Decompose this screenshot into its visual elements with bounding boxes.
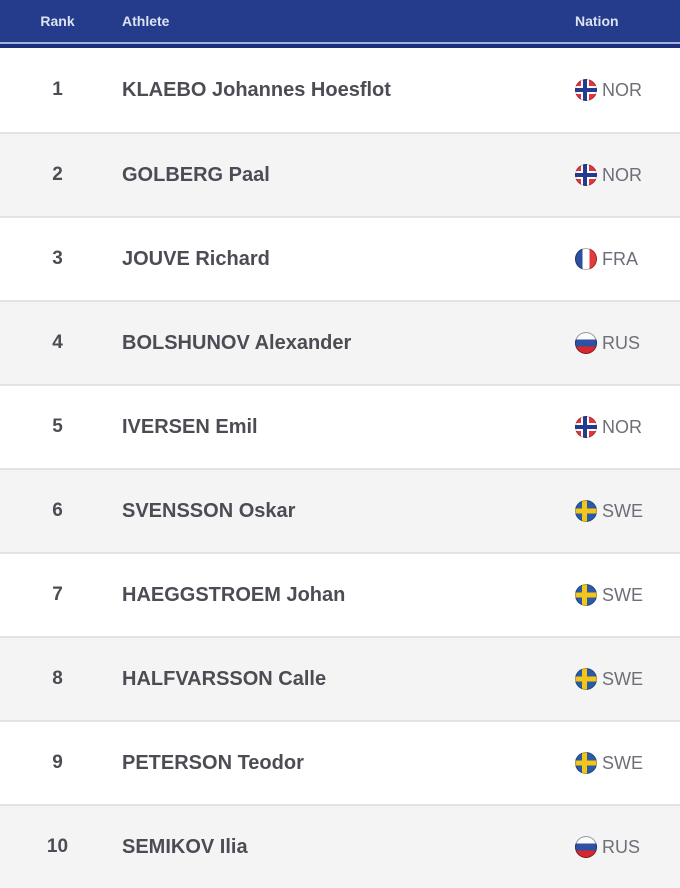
athlete-cell: IVERSEN Emil: [122, 415, 258, 438]
rank-cell: 5: [52, 416, 63, 437]
rank-cell: 4: [52, 332, 63, 353]
nation-cell: RUS: [575, 836, 680, 858]
athlete-cell: PETERSON Teodor: [122, 751, 304, 774]
table-row: 10 SEMIKOV Ilia RUS: [0, 804, 680, 888]
flag-icon: [575, 752, 597, 774]
flag-icon: [575, 164, 597, 186]
table-row: 6 SVENSSON Oskar SWE: [0, 468, 680, 552]
rank-cell: 6: [52, 500, 63, 521]
header-rank: Rank: [40, 13, 75, 29]
header-divider-dark: [0, 44, 680, 48]
header-athlete: Athlete: [122, 13, 170, 29]
athlete-cell: BOLSHUNOV Alexander: [122, 331, 352, 354]
header-divider-light: [0, 42, 680, 44]
flag-icon: [575, 500, 597, 522]
table-row: 7 HAEGGSTROEM Johan SWE: [0, 552, 680, 636]
athlete-cell: SEMIKOV Ilia: [122, 835, 248, 858]
rank-cell: 2: [52, 164, 63, 185]
flag-icon: [575, 668, 597, 690]
flag-icon: [575, 248, 597, 270]
table-header: Rank Athlete Nation: [0, 0, 680, 42]
nation-cell: FRA: [575, 248, 680, 270]
nation-cell: RUS: [575, 332, 680, 354]
rank-cell: 9: [52, 752, 63, 773]
rank-cell: 3: [52, 248, 63, 269]
flag-icon: [575, 584, 597, 606]
nation-code: SWE: [602, 584, 644, 605]
table-row: 5 IVERSEN Emil NOR: [0, 384, 680, 468]
nation-code: RUS: [602, 332, 641, 353]
flag-icon: [575, 416, 597, 438]
table-row: 8 HALFVARSSON Calle SWE: [0, 636, 680, 720]
table-row: 2 GOLBERG Paal NOR: [0, 132, 680, 216]
nation-cell: NOR: [575, 164, 680, 186]
nation-code: SWE: [602, 500, 644, 521]
nation-cell: NOR: [575, 79, 680, 101]
nation-code: SWE: [602, 668, 644, 689]
nation-cell: NOR: [575, 416, 680, 438]
athlete-cell: HAEGGSTROEM Johan: [122, 583, 346, 606]
table-body: 1 KLAEBO Johannes Hoesflot NOR 2 GOLBERG…: [0, 48, 680, 888]
athlete-cell: HALFVARSSON Calle: [122, 667, 327, 690]
table-row: 4 BOLSHUNOV Alexander RUS: [0, 300, 680, 384]
nation-code: NOR: [602, 164, 642, 185]
table-row: 1 KLAEBO Johannes Hoesflot NOR: [0, 48, 680, 132]
table-row: 9 PETERSON Teodor SWE: [0, 720, 680, 804]
athlete-cell: SVENSSON Oskar: [122, 499, 296, 522]
header-nation: Nation: [575, 13, 619, 29]
nation-code: NOR: [602, 416, 642, 437]
flag-icon: [575, 332, 597, 354]
flag-icon: [575, 79, 597, 101]
athlete-cell: GOLBERG Paal: [122, 163, 270, 186]
table-row: 3 JOUVE Richard FRA: [0, 216, 680, 300]
rank-cell: 7: [52, 584, 63, 605]
flag-icon: [575, 836, 597, 858]
nation-cell: SWE: [575, 668, 680, 690]
nation-code: FRA: [602, 248, 638, 269]
athlete-cell: KLAEBO Johannes Hoesflot: [122, 78, 391, 101]
nation-code: SWE: [602, 752, 644, 773]
rank-cell: 10: [46, 836, 69, 857]
nation-cell: SWE: [575, 500, 680, 522]
nation-code: RUS: [602, 836, 641, 857]
rank-cell: 8: [52, 668, 63, 689]
athlete-cell: JOUVE Richard: [122, 247, 270, 270]
nation-code: NOR: [602, 79, 642, 100]
rank-cell: 1: [52, 79, 63, 100]
nation-cell: SWE: [575, 584, 680, 606]
nation-cell: SWE: [575, 752, 680, 774]
